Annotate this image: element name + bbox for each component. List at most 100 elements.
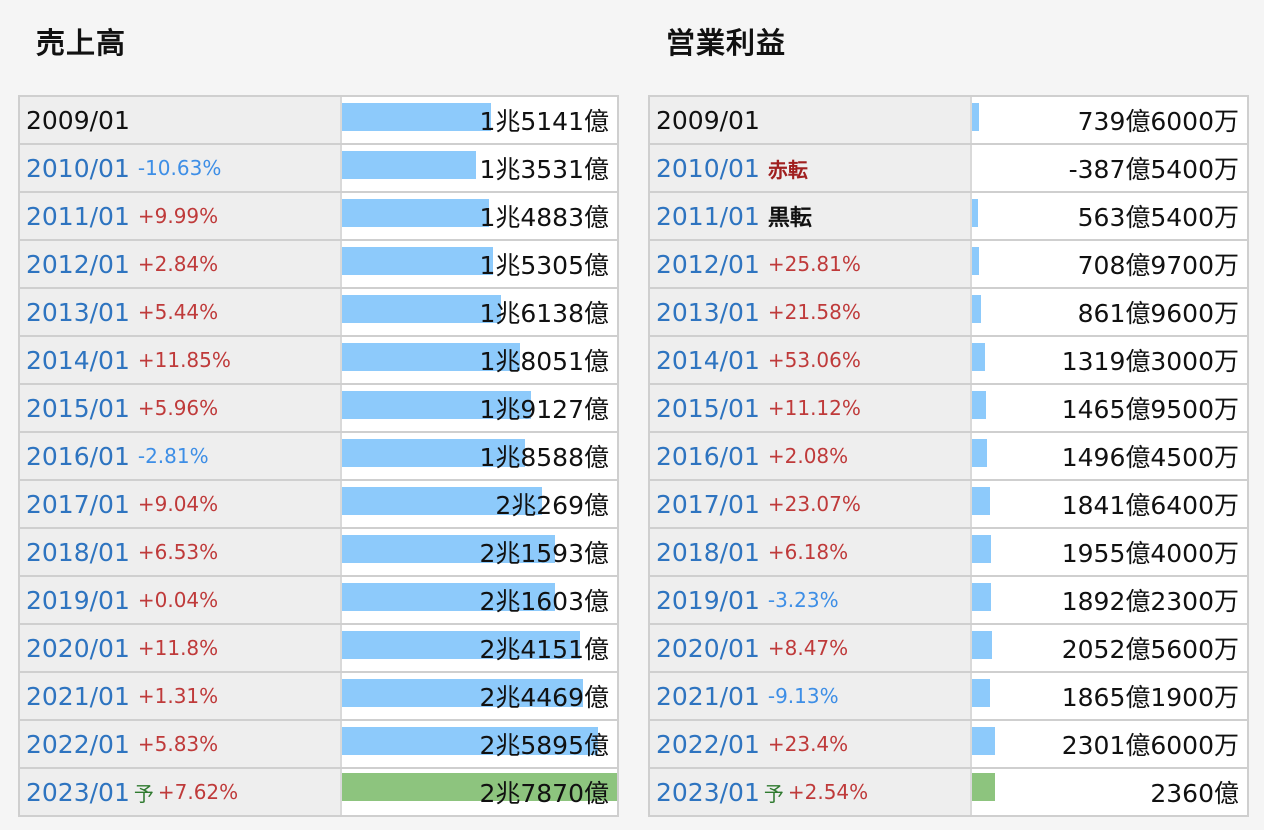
value-bar (342, 631, 580, 659)
year-label[interactable]: 2017/01 (26, 489, 130, 519)
year-cell: 2013/01 +5.44% (20, 289, 342, 335)
sales-row: 2012/01 +2.84% 1兆5305億 (20, 241, 617, 289)
value-bar (972, 103, 979, 131)
value-label: 1319億3000万 (1061, 347, 1239, 376)
year-label[interactable]: 2015/01 (26, 393, 130, 423)
value-label: 2兆5895億 (479, 731, 609, 760)
year-label[interactable]: 2019/01 (26, 585, 130, 615)
year-cell: 2021/01 -9.13% (650, 673, 972, 719)
year-label[interactable]: 2011/01 (26, 201, 130, 231)
change-label: +5.44% (137, 300, 219, 324)
year-label[interactable]: 2023/01 (26, 777, 130, 807)
change-label: +5.83% (137, 732, 219, 756)
change-label: +11.85% (137, 348, 231, 372)
value-label: 2兆1593億 (479, 539, 609, 568)
year-label[interactable]: 2013/01 (656, 297, 760, 327)
value-label: 2052億5600万 (1061, 635, 1239, 664)
year-cell: 2011/01 黒転 (650, 193, 972, 239)
sales-row: 2016/01 -2.81% 1兆8588億 (20, 433, 617, 481)
year-label[interactable]: 2018/01 (26, 537, 130, 567)
year-cell: 2017/01 +9.04% (20, 481, 342, 527)
year-label[interactable]: 2016/01 (26, 441, 130, 471)
value-bar (342, 295, 501, 323)
year-label[interactable]: 2021/01 (26, 681, 130, 711)
change-label: -2.81% (137, 444, 209, 468)
sales-row: 2021/01 +1.31% 2兆4469億 (20, 673, 617, 721)
op-profit-row: 2011/01 黒転 563億5400万 (650, 193, 1247, 241)
value-bar (342, 583, 555, 611)
year-label[interactable]: 2022/01 (656, 729, 760, 759)
sales-row: 2010/01 -10.63% 1兆3531億 (20, 145, 617, 193)
year-label[interactable]: 2013/01 (26, 297, 130, 327)
year-label[interactable]: 2014/01 (26, 345, 130, 375)
change-label: +6.18% (767, 540, 849, 564)
value-bar (972, 295, 981, 323)
year-label[interactable]: 2010/01 (26, 153, 130, 183)
value-label: 2兆269億 (495, 491, 609, 520)
sales-row: 2017/01 +9.04% 2兆269億 (20, 481, 617, 529)
year-cell: 2019/01 -3.23% (650, 577, 972, 623)
year-label: 2009/01 (656, 105, 760, 135)
sales-row: 2019/01 +0.04% 2兆1603億 (20, 577, 617, 625)
value-label: 1兆6138億 (479, 299, 609, 328)
value-label: 739億6000万 (1077, 107, 1239, 136)
year-cell: 2016/01 -2.81% (20, 433, 342, 479)
value-label: 1865億1900万 (1061, 683, 1239, 712)
forecast-mark: 予 (763, 781, 784, 806)
year-label[interactable]: 2021/01 (656, 681, 760, 711)
operating-profit-title: 営業利益 (666, 26, 787, 60)
year-label[interactable]: 2023/01 (656, 777, 760, 807)
forecast-mark: 予 (133, 781, 154, 806)
year-cell: 2022/01 +23.4% (650, 721, 972, 767)
year-label[interactable]: 2017/01 (656, 489, 760, 519)
value-bar (342, 773, 617, 801)
value-label: 2兆4151億 (479, 635, 609, 664)
change-label: +53.06% (767, 348, 861, 372)
year-cell: 2013/01 +21.58% (650, 289, 972, 335)
year-label[interactable]: 2019/01 (656, 585, 760, 615)
year-label[interactable]: 2020/01 (656, 633, 760, 663)
year-cell: 2010/01 赤転 (650, 145, 972, 191)
value-bar (342, 343, 520, 371)
year-label: 2009/01 (26, 105, 130, 135)
year-label[interactable]: 2014/01 (656, 345, 760, 375)
year-label[interactable]: 2012/01 (26, 249, 130, 279)
op-profit-row: 2009/01 739億6000万 (650, 97, 1247, 145)
value-label: 2兆4469億 (479, 683, 609, 712)
op-profit-row: 2022/01 +23.4% 2301億6000万 (650, 721, 1247, 769)
change-label: +8.47% (767, 636, 849, 660)
sales-panel: 売上高 2009/01 1兆5141億 2010/01 -10.63% 1兆3531億 2… (0, 0, 630, 830)
year-cell: 2012/01 +2.84% (20, 241, 342, 287)
value-label: 1兆4883億 (479, 203, 609, 232)
year-label[interactable]: 2020/01 (26, 633, 130, 663)
year-cell: 2019/01 +0.04% (20, 577, 342, 623)
year-label[interactable]: 2011/01 (656, 201, 760, 231)
year-label[interactable]: 2018/01 (656, 537, 760, 567)
change-label: +9.99% (137, 204, 219, 228)
value-label: 1892億2300万 (1061, 587, 1239, 616)
year-label[interactable]: 2010/01 (656, 153, 760, 183)
value-label: 2360億 (1150, 779, 1239, 808)
change-label: +2.84% (137, 252, 219, 276)
change-label: +21.58% (767, 300, 861, 324)
year-cell: 2023/01 予 +2.54% (650, 769, 972, 815)
op-profit-row: 2017/01 +23.07% 1841億6400万 (650, 481, 1247, 529)
change-label: -3.23% (767, 588, 839, 612)
value-label: 1465億9500万 (1061, 395, 1239, 424)
change-label: -10.63% (137, 156, 222, 180)
year-cell: 2014/01 +53.06% (650, 337, 972, 383)
change-label: +23.07% (767, 492, 861, 516)
change-label: +0.04% (137, 588, 219, 612)
sales-row: 2013/01 +5.44% 1兆6138億 (20, 289, 617, 337)
value-bar (972, 199, 978, 227)
change-label: +11.12% (767, 396, 861, 420)
year-label[interactable]: 2012/01 (656, 249, 760, 279)
change-label: +25.81% (767, 252, 861, 276)
value-label: 1955億4000万 (1061, 539, 1239, 568)
year-label[interactable]: 2016/01 (656, 441, 760, 471)
year-label[interactable]: 2015/01 (656, 393, 760, 423)
year-cell: 2020/01 +8.47% (650, 625, 972, 671)
value-bar (972, 487, 990, 515)
operating-profit-table: 2009/01 739億6000万 2010/01 赤転 -387億5400万 2011/… (648, 95, 1249, 817)
year-label[interactable]: 2022/01 (26, 729, 130, 759)
